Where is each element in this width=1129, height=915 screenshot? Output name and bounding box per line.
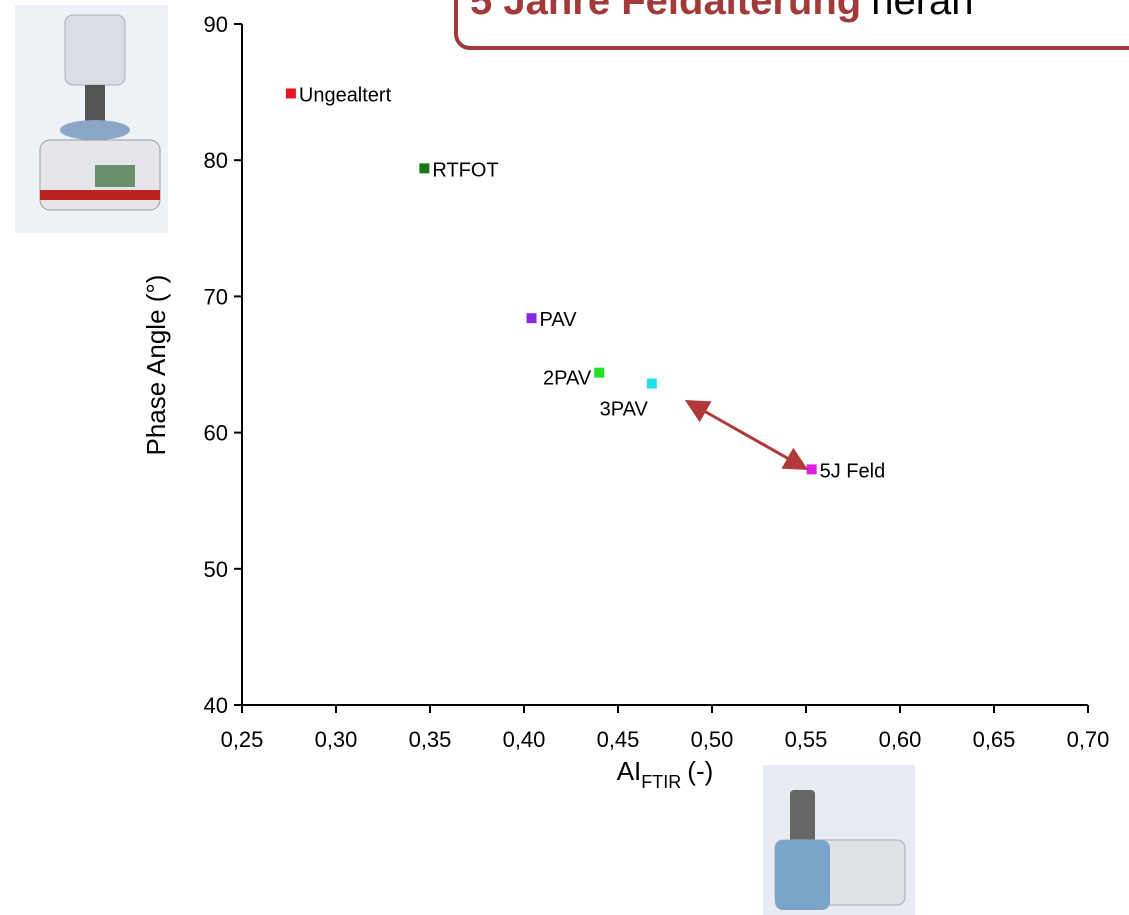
- point-label: PAV: [540, 309, 578, 331]
- x-label-unit: (-): [687, 756, 713, 786]
- ftir-image: [763, 765, 915, 915]
- point-label: 2PAV: [543, 368, 592, 390]
- x-label-main: AI: [617, 756, 642, 786]
- point-label: 3PAV: [600, 399, 649, 421]
- x-tick-label: 0,30: [315, 727, 358, 752]
- slide-title: 5 Jahre Feldalterung heran: [470, 0, 974, 23]
- y-tick-label: 70: [204, 284, 228, 309]
- title-box: [454, 0, 1129, 50]
- data-point: [594, 367, 605, 378]
- x-label-sub: FTIR: [641, 772, 681, 792]
- x-tick-label: 0,40: [503, 727, 546, 752]
- y-tick-label: 80: [204, 148, 228, 173]
- data-point: [806, 464, 817, 475]
- plot-area: 40 50 60 70 80 90 0,25 0,30 0,35 0,40 0,45 0,50 0,55…: [204, 12, 1110, 752]
- x-tick-label: 0,35: [409, 727, 452, 752]
- x-axis-label: AIFTIR (-): [617, 756, 714, 792]
- y-tick-label: 90: [204, 12, 228, 37]
- x-tick-label: 0,55: [785, 727, 828, 752]
- point-label: 5J Feld: [820, 460, 886, 482]
- data-point: [526, 313, 537, 324]
- y-axis-label: Phase Angle (°): [141, 275, 171, 456]
- arrow: [684, 400, 809, 470]
- x-tick-label: 0,70: [1067, 727, 1110, 752]
- y-tick-label: 50: [204, 557, 228, 582]
- x-tick-label: 0,65: [973, 727, 1016, 752]
- x-tick-label: 0,60: [879, 727, 922, 752]
- rheometer-image: [15, 5, 168, 233]
- data-point: [646, 378, 657, 389]
- y-tick-label: 40: [204, 693, 228, 718]
- title-rest: heran: [871, 0, 973, 23]
- point-label: RTFOT: [432, 159, 498, 181]
- x-tick-label: 0,25: [221, 727, 264, 752]
- point-label: Ungealtert: [299, 84, 392, 106]
- x-tick-label: 0,50: [691, 727, 734, 752]
- x-tick-label: 0,45: [597, 727, 640, 752]
- y-tick-label: 60: [204, 421, 228, 446]
- title-highlight: 5 Jahre Feldalterung: [470, 0, 861, 23]
- data-point: [419, 163, 430, 174]
- data-point: [285, 88, 296, 99]
